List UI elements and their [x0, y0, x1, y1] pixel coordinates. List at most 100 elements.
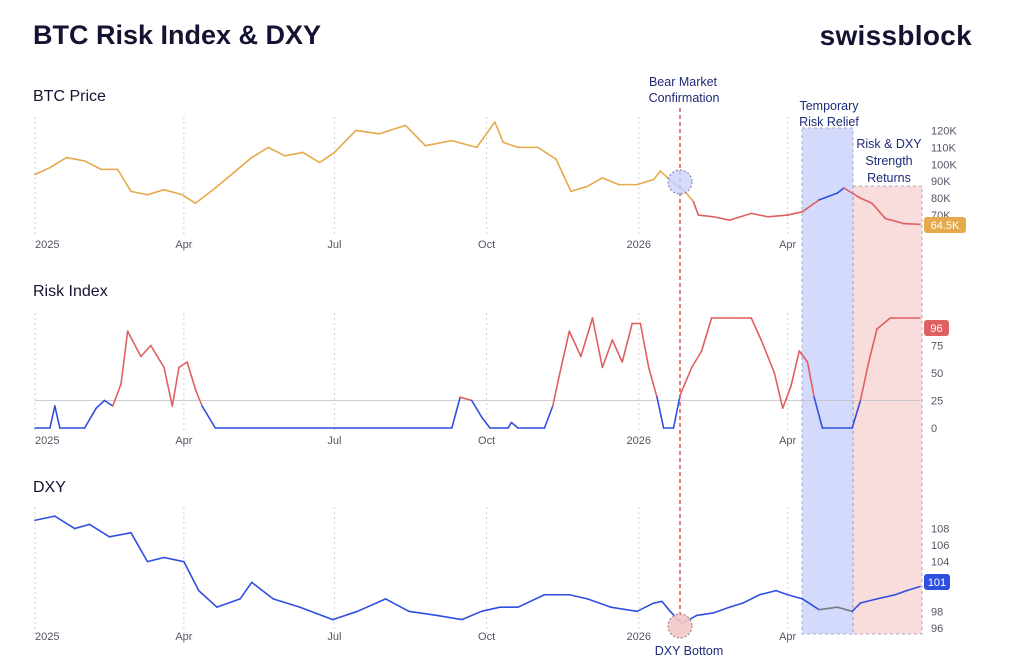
risk-index-line [201, 405, 217, 429]
risk-index-line [859, 361, 870, 402]
btc-panel-title: BTC Price [33, 88, 106, 105]
btc-price-line [652, 170, 662, 181]
risk-index-line [126, 330, 142, 358]
btc-last-value-badge: 64.5K [924, 217, 966, 233]
risk-index-line [580, 317, 594, 358]
x-tick-label: Apr [779, 239, 796, 251]
dxy-line [818, 606, 839, 611]
btc-price-line [537, 146, 557, 161]
dxy-line [801, 598, 820, 611]
dxy-last-value: 101 [928, 577, 946, 589]
risk-index-line [806, 361, 815, 399]
dxy-line [876, 593, 896, 600]
btc-price-line [378, 124, 407, 135]
risk-index-line [591, 317, 604, 369]
dxy-line [408, 610, 438, 617]
btc-price-line [601, 177, 620, 186]
btc-last-value: 64.5K [931, 220, 960, 232]
dxy-line [661, 600, 672, 613]
btc-price-line [836, 187, 845, 194]
x-tick-label: Jul [327, 435, 341, 447]
x-tick-label: 2025 [35, 239, 59, 251]
btc-price-line [767, 214, 789, 218]
btc-price-line [302, 151, 321, 164]
btc-price-line [555, 158, 572, 193]
risk-index-line [611, 339, 624, 363]
dxy-panel-title: DXY [33, 479, 66, 496]
btc-price-line [636, 178, 655, 186]
dxy-line [298, 606, 334, 621]
dxy-line [775, 589, 789, 596]
btc-price-line [859, 197, 873, 205]
dxy-line [183, 560, 200, 592]
annotation-strength-line3: Returns [867, 171, 911, 185]
dxy-line [758, 589, 777, 596]
strength-returns-band [852, 185, 923, 635]
y-tick-label: 100K [931, 159, 957, 171]
btc-price-line [818, 192, 839, 201]
x-tick-label: Apr [779, 631, 796, 643]
x-tick-label: Apr [175, 239, 192, 251]
dxy-line [517, 593, 546, 608]
btc-price-line [333, 129, 357, 154]
risk-index-line [470, 399, 483, 418]
dxy-line [34, 515, 56, 522]
risk-index-line [767, 355, 776, 374]
risk-index-line [459, 396, 473, 402]
btc-price-line [267, 146, 286, 157]
btc-price-line [194, 187, 217, 205]
risk-index-line [876, 317, 892, 330]
risk-index-line [867, 328, 878, 363]
dxy-line [331, 610, 359, 621]
risk-index-line [451, 396, 461, 429]
btc-price-line [843, 187, 862, 199]
btc-price-line [34, 166, 51, 176]
btc-price-line [49, 156, 68, 169]
btc-price-line [697, 214, 715, 218]
dxy-line [272, 598, 301, 608]
risk-index-line [480, 416, 491, 429]
y-tick-label: 90K [931, 176, 951, 188]
chart-title: BTC Risk Index & DXY [33, 20, 322, 50]
btc-price-line [232, 156, 253, 174]
risk-index-line [601, 339, 614, 369]
btc-price-line [786, 210, 804, 216]
dxy-line [695, 612, 715, 617]
y-tick-label: 0 [931, 423, 937, 435]
dxy-line [384, 598, 410, 613]
dxy-line [130, 531, 149, 563]
dxy-line [88, 523, 111, 538]
x-tick-label: 2026 [627, 239, 651, 251]
annotation-strength-line2: Strength [865, 154, 912, 168]
x-tick-label: Apr [175, 435, 192, 447]
dxy-line [250, 581, 275, 600]
btc-price-line [475, 121, 496, 149]
dxy-line [239, 581, 253, 600]
risk-index-line [103, 399, 114, 407]
risk-index-line [95, 399, 106, 410]
risk-index-line [551, 374, 561, 407]
y-tick-label: 106 [931, 540, 949, 552]
btc-price-line [214, 171, 235, 189]
btc-price-line [728, 212, 753, 221]
dxy-line [568, 593, 589, 600]
dxy-line [894, 589, 908, 596]
risk-index-line [760, 339, 769, 358]
y-tick-label: 96 [931, 623, 943, 635]
risk-index-line [171, 366, 180, 407]
x-tick-label: 2026 [627, 631, 651, 643]
dxy-line [859, 598, 878, 604]
annotation-dxy-bottom: DXY Bottom [655, 644, 724, 658]
btc-price-line [502, 141, 519, 149]
dxy-line [356, 598, 387, 613]
x-tick-label: Apr [779, 435, 796, 447]
risk-index-line [111, 383, 122, 407]
risk-index-line [773, 372, 784, 410]
btc-price-line [902, 222, 921, 226]
btc-price-line [871, 202, 887, 220]
dxy-line [216, 598, 241, 608]
risk-panel-title: Risk Index [33, 283, 108, 300]
btc-price-line [451, 139, 478, 149]
dxy-line [436, 614, 463, 621]
